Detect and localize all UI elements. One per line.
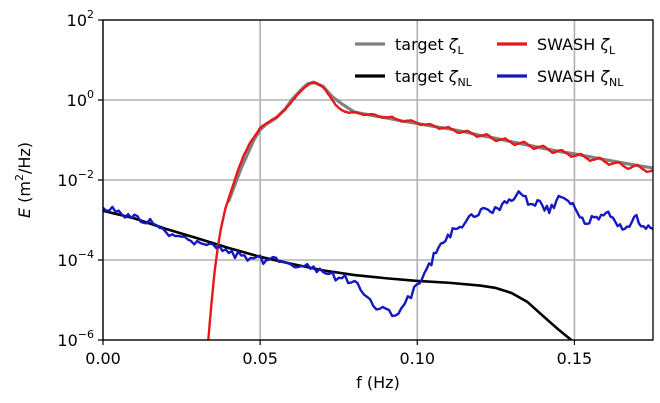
series-line-swash-nl (103, 190, 653, 318)
legend-symbol: ζ (448, 67, 459, 86)
y-tick-exponent: −2 (78, 168, 94, 181)
y-tick-base: 10 (57, 251, 77, 270)
x-axis-label: f (Hz) (356, 373, 400, 392)
legend-label: SWASH ζNL (537, 67, 624, 89)
y-axis-symbol: E (15, 207, 34, 218)
x-tick-label: 0.00 (85, 349, 121, 368)
legend-prefix: SWASH (537, 35, 600, 54)
y-tick-base: 10 (67, 11, 87, 30)
y-axis-unit-close: /Hz) (15, 142, 34, 174)
legend-subscript: NL (457, 76, 472, 89)
y-tick-base: 10 (57, 331, 77, 350)
x-tick-label: 0.05 (242, 349, 278, 368)
series-layer (103, 80, 653, 340)
y-axis-unit-sup: 2 (13, 174, 26, 181)
y-tick-base: 10 (57, 171, 77, 190)
x-tick-label: 0.15 (557, 349, 593, 368)
series-line-swash-l (207, 81, 653, 340)
legend-prefix: target (395, 67, 449, 86)
series-line-target-nl (103, 209, 573, 340)
legend-symbol: ζ (599, 67, 610, 86)
y-tick-base: 10 (67, 91, 87, 110)
y-tick-label: 102 (67, 8, 94, 30)
legend-prefix: SWASH (537, 67, 600, 86)
legend-prefix: target (395, 35, 449, 54)
legend-subscript: NL (609, 76, 624, 89)
legend-label: target ζNL (395, 67, 473, 89)
legend-subscript: L (609, 44, 616, 57)
legend-label: target ζL (395, 35, 464, 57)
legend-symbol: ζ (599, 35, 610, 54)
y-tick-exponent: 2 (87, 8, 94, 21)
y-axis-unit-open: (m (15, 181, 34, 208)
y-tick-exponent: −6 (78, 328, 94, 341)
y-tick-label: 10−4 (57, 248, 94, 270)
y-tick-exponent: −4 (78, 248, 94, 261)
legend-subscript: L (457, 44, 464, 57)
y-axis-label: E (m2/Hz) (13, 142, 34, 218)
y-tick-label: 100 (67, 88, 94, 110)
x-tick-label: 0.10 (399, 349, 435, 368)
legend-symbol: ζ (448, 35, 459, 54)
legend-label: SWASH ζL (537, 35, 616, 57)
y-tick-exponent: 0 (87, 88, 94, 101)
y-tick-label: 10−2 (57, 168, 94, 190)
y-tick-label: 10−6 (57, 328, 94, 350)
